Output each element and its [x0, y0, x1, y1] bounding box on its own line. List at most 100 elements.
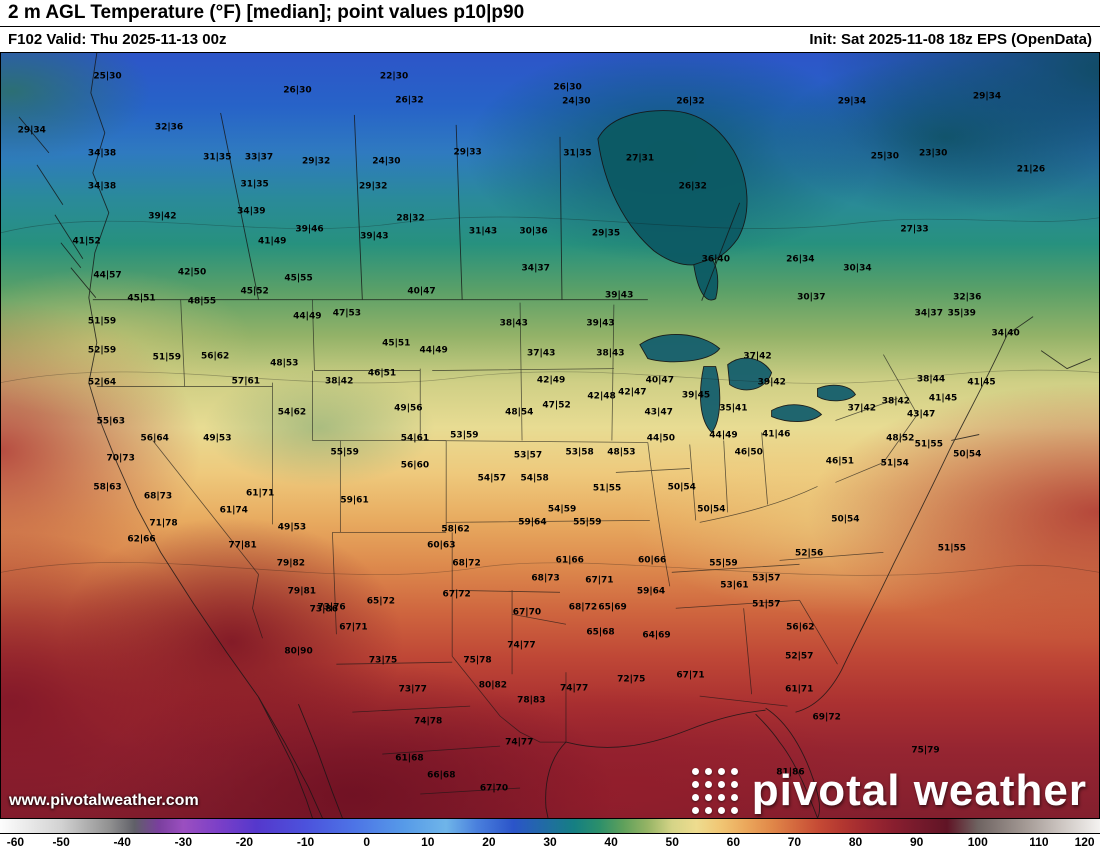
- point-value: 26|30: [283, 85, 312, 96]
- tick-label: 50: [665, 835, 679, 849]
- point-value: 46|51: [825, 456, 855, 466]
- point-value: 34|38: [87, 148, 117, 159]
- point-value: 25|30: [93, 71, 122, 82]
- point-value: 51|57: [752, 599, 781, 610]
- point-value: 59|64: [518, 517, 547, 528]
- point-value: 46|50: [734, 447, 763, 458]
- point-value: 65|72: [366, 596, 396, 606]
- point-value: 45|55: [284, 273, 313, 284]
- point-value: 68|73: [531, 573, 560, 584]
- point-value: 49|53: [203, 433, 232, 444]
- point-value: 81|86: [776, 767, 805, 778]
- point-value: 69|72: [812, 712, 841, 723]
- point-value: 53|57: [513, 450, 543, 461]
- point-value: 29|34: [837, 96, 867, 107]
- point-value: 23|30: [919, 148, 948, 159]
- point-value: 60|66: [637, 555, 667, 566]
- point-value: 40|47: [645, 375, 674, 386]
- point-value: 34|37: [914, 308, 943, 319]
- point-value: 45|51: [127, 293, 156, 304]
- point-value: 30|34: [843, 263, 872, 274]
- point-value: 46|51: [367, 368, 397, 379]
- point-value: 30|37: [797, 292, 826, 303]
- point-value: 73|75: [368, 655, 398, 666]
- point-value: 50|54: [667, 482, 696, 493]
- point-value: 48|52: [886, 433, 915, 444]
- colorbar-tick-labels: -60 -50 -40 -30 -20 -10 0 10 20 30 40 50 60 70 80 90 100…: [0, 835, 1100, 850]
- tick-label: 0: [363, 835, 370, 849]
- point-value: 52|64: [87, 377, 117, 388]
- point-value: 50|54: [953, 449, 982, 460]
- point-value: 68|72: [568, 602, 598, 613]
- subheader-bar: F102 Valid: Thu 2025-11-13 00z Init: Sat…: [0, 27, 1100, 52]
- point-value: 56|64: [140, 433, 169, 444]
- tick-label: 110: [1029, 835, 1049, 849]
- point-value: 34|40: [991, 328, 1020, 339]
- point-value: 52|56: [794, 548, 824, 559]
- point-value: 58|62: [441, 524, 470, 535]
- point-value: 55|59: [573, 517, 602, 528]
- valid-time-text: F102 Valid: Thu 2025-11-13 00z: [8, 31, 227, 48]
- point-value: 51|55: [914, 439, 943, 450]
- point-value: 64|69: [642, 630, 671, 641]
- point-value: 36|40: [701, 254, 730, 265]
- point-value: 79|81: [287, 586, 317, 597]
- point-value: 54|59: [547, 504, 577, 515]
- point-value: 43|47: [906, 409, 936, 420]
- tick-label: -30: [174, 835, 192, 849]
- point-value: 44|57: [93, 270, 122, 281]
- point-value: 66|68: [427, 770, 456, 781]
- point-value: 39|42: [757, 377, 786, 388]
- point-value: 29|35: [591, 228, 621, 239]
- point-value: 71|78: [149, 518, 178, 529]
- tick-label: 20: [482, 835, 496, 849]
- tick-label: -40: [113, 835, 131, 849]
- point-value: 61|71: [785, 684, 814, 695]
- colorbar-row: -60 -50 -40 -30 -20 -10 0 10 20 30 40 50 60 70 80 90 100…: [0, 818, 1100, 850]
- point-value: 56|60: [400, 460, 430, 471]
- tick-label: 120: [1074, 835, 1095, 849]
- point-value: 47|53: [332, 308, 362, 319]
- tick-label: 10: [421, 835, 435, 849]
- point-value: 67|71: [339, 622, 368, 633]
- tick-label: 30: [543, 835, 557, 849]
- point-value: 31|35: [203, 152, 232, 163]
- point-value: 27|31: [625, 153, 655, 164]
- point-value: 67|72: [442, 589, 471, 600]
- point-value: 35|41: [719, 403, 748, 414]
- point-value: 39|46: [295, 224, 324, 235]
- point-value: 31|35: [563, 148, 592, 159]
- point-value: 45|52: [240, 286, 269, 297]
- point-value: 26|32: [676, 96, 705, 107]
- point-value: 34|37: [521, 263, 550, 274]
- point-value: 39|43: [360, 231, 389, 242]
- point-value: 44|49: [419, 345, 448, 356]
- point-value: 65|68: [586, 627, 615, 638]
- point-value: 54|58: [520, 473, 549, 484]
- point-value: 60|63: [427, 540, 456, 551]
- point-value: 80|90: [284, 646, 313, 657]
- point-value: 55|59: [709, 558, 738, 569]
- point-value: 28|32: [396, 213, 425, 224]
- point-value: 52|57: [785, 651, 814, 662]
- point-value: 42|48: [587, 391, 616, 402]
- point-value: 54|57: [477, 473, 506, 484]
- tick-label: 40: [604, 835, 618, 849]
- tick-label: -60: [6, 835, 25, 849]
- point-value: 49|53: [277, 522, 307, 533]
- point-value: 26|32: [678, 181, 707, 192]
- point-value: 67|70: [512, 607, 542, 618]
- point-value: 50|54: [697, 504, 726, 515]
- point-value: 53|61: [720, 580, 749, 591]
- point-value: 32|36: [953, 292, 982, 303]
- point-value: 62|66: [127, 534, 156, 545]
- point-value: 51|59: [152, 352, 181, 363]
- point-value: 74|77: [507, 640, 536, 651]
- point-value: 40|47: [407, 286, 436, 297]
- point-value: 53|59: [450, 430, 479, 441]
- tick-label: -10: [296, 835, 315, 849]
- point-value: 33|37: [244, 152, 274, 163]
- point-value: 24|30: [372, 156, 401, 167]
- point-value: 38|44: [916, 374, 946, 385]
- point-values-layer: 25|30 26|30 22|30 26|32 26|30 24|30 26|32 29|34…: [1, 53, 1099, 818]
